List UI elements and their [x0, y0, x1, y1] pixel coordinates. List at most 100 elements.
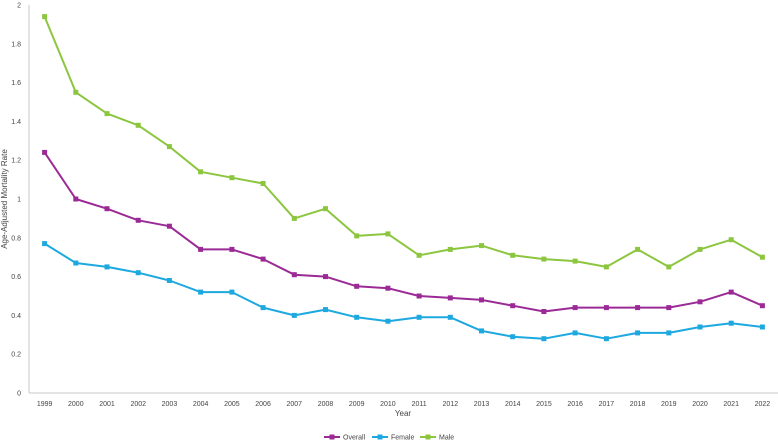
data-point-female — [354, 314, 360, 320]
y-axis-title: Age-Adjusted Mortality Rate — [0, 149, 9, 249]
data-point-male — [104, 111, 110, 117]
data-point-female — [104, 264, 110, 270]
data-point-male — [42, 14, 48, 20]
data-point-overall — [104, 206, 110, 212]
data-point-overall — [572, 305, 578, 311]
series-male — [42, 14, 765, 270]
data-point-overall — [666, 305, 672, 311]
data-point-overall — [198, 246, 204, 252]
data-point-male — [759, 254, 765, 260]
data-point-female — [697, 324, 703, 330]
x-tick-label: 2006 — [255, 401, 271, 408]
y-tick-label: 2 — [17, 3, 21, 10]
data-point-male — [260, 181, 266, 186]
data-point-female — [416, 314, 422, 320]
data-point-overall — [260, 256, 266, 262]
y-tick-label: 1.8 — [11, 41, 21, 48]
x-tick-label: 2012 — [443, 401, 459, 408]
data-point-female — [73, 260, 79, 266]
data-point-male — [728, 237, 734, 243]
data-point-male — [385, 231, 391, 237]
series-line-overall — [43, 151, 763, 313]
x-tick-label: 1999 — [37, 401, 53, 408]
legend-item-overall: Overall — [324, 434, 366, 442]
x-tick-label: 2019 — [661, 401, 677, 408]
legend: Overall Female Male — [324, 434, 454, 442]
x-tick-label: 2009 — [349, 401, 365, 408]
legend-item-female: Female — [372, 434, 414, 442]
data-point-overall — [385, 285, 391, 291]
data-point-female — [635, 330, 641, 336]
data-point-overall — [759, 303, 765, 309]
y-tick-label: 1.6 — [11, 80, 21, 87]
data-point-overall — [291, 272, 297, 278]
data-point-female — [323, 307, 328, 313]
x-tick-label: 2016 — [567, 401, 583, 408]
x-tick-label: 2004 — [193, 401, 209, 408]
data-point-overall — [728, 289, 734, 295]
data-point-female — [541, 336, 547, 342]
data-point-overall — [229, 246, 235, 252]
data-point-male — [135, 122, 141, 128]
x-tick-label: 2013 — [474, 401, 490, 408]
x-axis-ticks: 1999 2000 2001 2002 2003 2004 2005 2006 2007 2008… — [37, 401, 770, 408]
data-point-male — [73, 89, 79, 95]
data-point-male — [323, 206, 328, 212]
data-point-female — [135, 270, 141, 276]
data-point-overall — [635, 305, 641, 311]
data-point-male — [697, 246, 703, 252]
data-point-female — [728, 320, 734, 326]
x-axis-title: Year — [395, 409, 412, 418]
data-point-overall — [416, 293, 422, 299]
data-point-male — [603, 264, 609, 270]
y-tick-label: 0 — [17, 391, 21, 398]
y-tick-label: 1.4 — [11, 119, 21, 126]
x-tick-label: 2008 — [318, 401, 334, 408]
data-point-overall — [510, 303, 516, 309]
data-point-overall — [541, 309, 547, 314]
data-point-female — [166, 278, 172, 283]
data-point-female — [198, 289, 204, 295]
data-point-female — [291, 312, 297, 318]
x-tick-label: 2021 — [723, 401, 739, 408]
data-point-male — [416, 252, 422, 258]
data-point-female — [260, 305, 266, 311]
legend-label-male: Male — [439, 435, 454, 442]
chart-axes — [28, 5, 778, 394]
data-point-male — [510, 252, 516, 258]
series-female — [42, 241, 765, 342]
data-point-overall — [603, 305, 609, 311]
y-tick-label: 0.8 — [11, 235, 21, 242]
y-tick-label: 0.6 — [11, 274, 21, 281]
data-point-male — [447, 246, 453, 252]
x-tick-label: 2000 — [68, 401, 84, 408]
legend-label-overall: Overall — [343, 435, 366, 442]
x-tick-label: 2001 — [99, 401, 115, 408]
data-point-female — [229, 289, 235, 295]
data-point-male — [635, 246, 641, 252]
x-tick-label: 2018 — [630, 401, 646, 408]
data-point-overall — [73, 196, 79, 202]
data-point-female — [479, 328, 484, 334]
data-point-overall — [323, 274, 328, 280]
data-point-male — [572, 258, 578, 264]
data-point-male — [541, 256, 547, 262]
data-point-male — [479, 243, 484, 249]
data-point-female — [447, 314, 453, 320]
legend-marker-female — [377, 434, 383, 440]
data-point-female — [666, 330, 672, 336]
legend-item-male: Male — [420, 434, 454, 442]
x-tick-label: 2002 — [130, 401, 146, 408]
data-point-female — [572, 330, 578, 336]
data-point-overall — [447, 295, 453, 301]
data-point-female — [759, 324, 765, 330]
legend-label-female: Female — [391, 435, 414, 442]
x-tick-label: 2005 — [224, 401, 240, 408]
legend-marker-overall — [329, 434, 335, 440]
data-point-female — [385, 318, 391, 324]
y-tick-label: 0.2 — [11, 352, 21, 359]
series-overall — [42, 149, 765, 314]
y-tick-label: 1 — [17, 197, 21, 204]
x-tick-label: 2014 — [505, 401, 521, 408]
series-layer — [42, 14, 765, 342]
